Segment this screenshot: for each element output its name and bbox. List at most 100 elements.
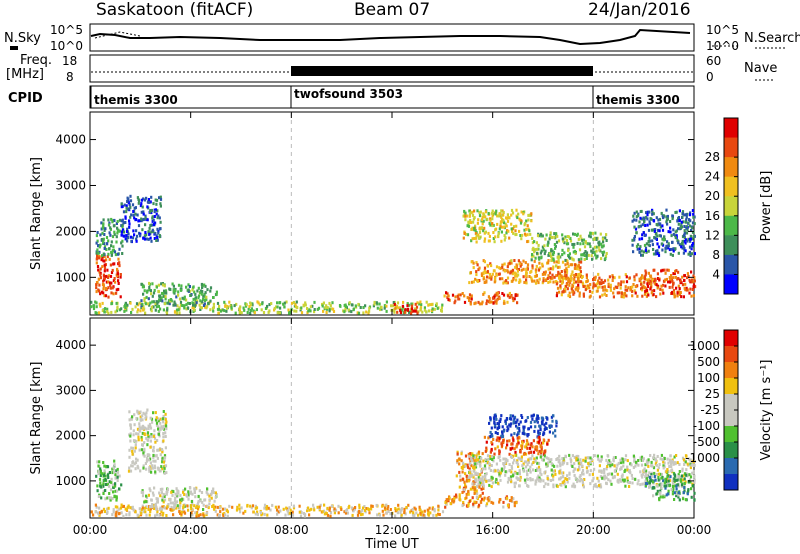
data-cell <box>149 426 153 430</box>
data-cell <box>645 477 649 481</box>
data-cell <box>234 311 237 315</box>
data-cell <box>161 495 164 499</box>
data-cell <box>143 432 146 436</box>
data-cell <box>411 507 414 511</box>
data-cell <box>321 510 324 514</box>
data-cell <box>687 237 690 241</box>
data-cell <box>639 216 642 220</box>
data-cell <box>151 223 154 227</box>
data-cell <box>238 309 241 313</box>
data-cell <box>153 503 156 507</box>
data-cell <box>600 457 603 461</box>
data-cell <box>114 473 117 477</box>
data-cell <box>410 307 414 310</box>
data-cell <box>520 268 523 272</box>
data-cell <box>664 271 667 275</box>
data-cell <box>682 251 685 255</box>
data-cell <box>654 252 657 256</box>
data-cell <box>559 277 562 281</box>
data-cell <box>685 215 688 219</box>
data-cell <box>119 506 123 510</box>
data-cell <box>594 275 597 279</box>
data-cell <box>100 509 103 513</box>
data-cell <box>148 303 151 307</box>
data-cell <box>263 506 266 510</box>
data-cell <box>684 282 687 286</box>
data-cell <box>148 281 151 285</box>
data-cell <box>664 250 667 254</box>
data-cell <box>582 458 585 462</box>
data-cell <box>527 451 530 455</box>
data-cell <box>481 222 484 226</box>
data-cell <box>448 298 451 302</box>
data-cell <box>472 220 475 224</box>
data-cell <box>523 232 527 236</box>
data-cell <box>140 435 143 439</box>
data-cell <box>509 414 512 418</box>
data-cell <box>478 302 481 306</box>
data-cell <box>562 474 565 478</box>
data-cell <box>472 465 475 469</box>
data-cell <box>472 480 475 484</box>
data-cell <box>534 425 537 429</box>
data-cell <box>206 492 209 496</box>
data-cell <box>502 301 506 305</box>
data-cell <box>498 297 501 300</box>
data-cell <box>555 240 559 244</box>
data-cell <box>467 492 470 496</box>
data-cell <box>317 306 321 310</box>
data-cell <box>599 475 602 479</box>
data-cell <box>487 461 490 465</box>
data-cell <box>133 423 136 427</box>
data-cell <box>674 484 677 488</box>
data-cell <box>155 239 158 242</box>
data-cell <box>683 231 686 235</box>
data-cell <box>606 454 609 458</box>
data-cell <box>468 293 472 297</box>
data-cell <box>510 499 513 503</box>
data-cell <box>538 261 541 265</box>
data-cell <box>103 294 106 298</box>
data-cell <box>602 281 605 284</box>
data-cell <box>165 420 168 424</box>
data-cell <box>194 487 197 491</box>
data-cell <box>498 227 501 231</box>
data-cell <box>478 230 482 234</box>
y-tick-label: 3000 <box>55 383 86 397</box>
data-cell <box>543 252 546 256</box>
data-cell <box>572 232 575 236</box>
data-cell <box>465 232 468 236</box>
data-cell <box>557 270 560 274</box>
data-cell <box>97 256 101 260</box>
data-cell <box>584 459 587 463</box>
data-cell <box>618 275 621 279</box>
freq-panel: 18 8 60 0 <box>62 54 775 84</box>
data-cell <box>498 474 502 478</box>
data-cell <box>379 308 382 312</box>
data-cell <box>594 253 597 257</box>
data-cell <box>473 456 476 459</box>
data-cell <box>385 309 388 313</box>
data-cell <box>685 225 688 229</box>
data-cell <box>643 292 647 296</box>
data-cell <box>461 504 464 508</box>
data-cell <box>179 501 182 505</box>
data-cell <box>588 289 592 293</box>
data-cell <box>477 233 480 237</box>
data-cell <box>477 478 480 482</box>
data-cell <box>548 237 551 241</box>
data-cell <box>497 469 500 473</box>
data-cell <box>507 216 510 220</box>
data-cell <box>337 504 340 508</box>
data-cell <box>633 237 636 240</box>
data-cell <box>634 460 638 464</box>
data-cell <box>470 294 473 298</box>
data-cell <box>122 514 125 518</box>
data-cell <box>677 475 680 479</box>
data-cell <box>156 209 159 213</box>
data-cell <box>147 508 150 511</box>
data-cell <box>541 264 544 268</box>
data-cell <box>645 271 648 275</box>
data-cell <box>149 307 153 311</box>
nsky-trace <box>90 28 691 46</box>
